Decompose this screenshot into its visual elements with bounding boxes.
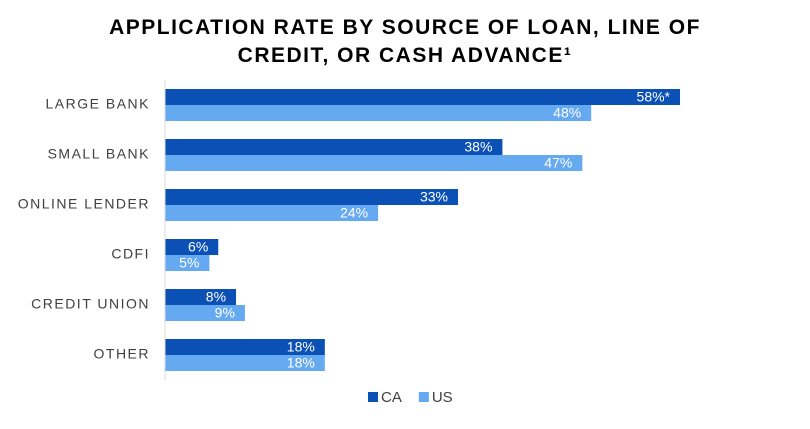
value-label: 18% <box>287 339 315 355</box>
bar <box>165 339 325 355</box>
y-tick-label: OTHER <box>94 346 151 362</box>
y-tick-label: ONLINE LENDER <box>18 196 150 212</box>
value-label: 5% <box>179 255 199 271</box>
bar <box>165 139 503 155</box>
y-tick-label: CREDIT UNION <box>31 296 150 312</box>
value-label: 33% <box>420 189 448 205</box>
legend-swatch <box>418 392 429 402</box>
bar <box>165 155 583 171</box>
bar <box>165 205 379 221</box>
value-label: 8% <box>206 289 226 305</box>
y-tick-label: SMALL BANK <box>48 146 150 162</box>
y-tick-label: CDFI <box>111 246 150 262</box>
bar <box>165 355 325 371</box>
value-label: 38% <box>464 139 492 155</box>
chart-title: APPLICATION RATE BY SOURCE OF LOAN, LINE… <box>109 16 701 67</box>
value-label: 58%* <box>637 89 671 105</box>
legend-label: US <box>432 389 453 406</box>
bar <box>165 289 237 305</box>
bar <box>165 105 592 121</box>
bar <box>165 239 219 255</box>
bar <box>165 189 459 205</box>
bar <box>165 305 245 321</box>
value-label: 6% <box>188 239 208 255</box>
value-label: 9% <box>215 305 235 321</box>
legend-label: CA <box>381 389 402 406</box>
bar <box>165 255 210 271</box>
bar <box>165 89 680 105</box>
y-tick-label: LARGE BANK <box>46 96 150 112</box>
value-label: 47% <box>544 155 572 171</box>
value-label: 48% <box>553 105 581 121</box>
value-label: 18% <box>287 355 315 371</box>
value-label: 24% <box>340 205 368 221</box>
legend-swatch <box>368 392 378 402</box>
